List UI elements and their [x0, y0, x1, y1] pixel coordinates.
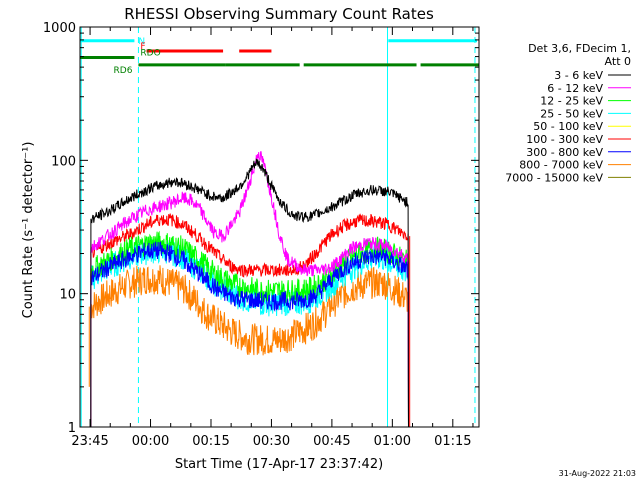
legend-header-line-1: Det 3,6, FDecim 1,	[528, 42, 631, 55]
flag-label-rdo: RDO	[140, 49, 160, 59]
flag-label-f: F	[140, 42, 145, 52]
series-line-6	[90, 241, 409, 428]
x-tick-label-3: 00:30	[253, 434, 290, 449]
legend-label-6: 300 - 800 keV	[526, 146, 603, 159]
chart-title: RHESSI Observing Summary Count Rates	[124, 5, 434, 23]
legend-label-3: 25 - 50 keV	[540, 107, 603, 120]
x-tick-label-4: 00:45	[313, 434, 350, 449]
date-stamp: 31-Aug-2022 21:03	[559, 469, 636, 478]
y-axis-label: Count Rate (s⁻¹ detector⁻¹)	[21, 142, 36, 319]
x-axis: 23:45 00:00 00:15 00:30 00:45 01:00 01:15	[71, 27, 474, 449]
flag-label-n: N	[138, 37, 145, 47]
x-tick-label-0: 23:45	[71, 434, 108, 449]
flag-label-rd6: RD6	[114, 66, 133, 76]
series-line-5	[90, 213, 409, 428]
series-line-7	[90, 265, 409, 428]
series-line-0	[90, 158, 409, 428]
y-tick-label-3: 1000	[43, 21, 76, 36]
legend-label-4: 50 - 100 keV	[533, 120, 603, 133]
legend-label-7: 800 - 7000 keV	[519, 159, 603, 172]
plot-frame	[79, 26, 480, 428]
y-tick-label-0: 1	[68, 421, 76, 436]
y-axis: 1 10 100 1000	[43, 21, 479, 436]
legend-label-1: 6 - 12 keV	[547, 82, 603, 95]
x-tick-label-2: 00:15	[192, 434, 229, 449]
y-tick-label-2: 100	[51, 154, 76, 169]
legend-label-2: 12 - 25 keV	[540, 95, 603, 108]
x-axis-label: Start Time (17-Apr-17 23:37:42)	[175, 457, 383, 472]
x-tick-label-5: 01:00	[374, 434, 411, 449]
legend-label-5: 100 - 300 keV	[526, 133, 603, 146]
vertical-marker-lines	[80, 27, 476, 427]
x-tick-label-1: 00:00	[132, 434, 169, 449]
series-layer	[88, 151, 411, 428]
legend-label-8: 7000 - 15000 keV	[505, 171, 603, 184]
legend-header-line-2: Att 0	[605, 55, 631, 68]
series-line-1	[90, 151, 409, 428]
x-tick-label-6: 01:15	[434, 434, 471, 449]
y-tick-label-1: 10	[59, 288, 76, 303]
legend-label-0: 3 - 6 keV	[554, 69, 603, 82]
